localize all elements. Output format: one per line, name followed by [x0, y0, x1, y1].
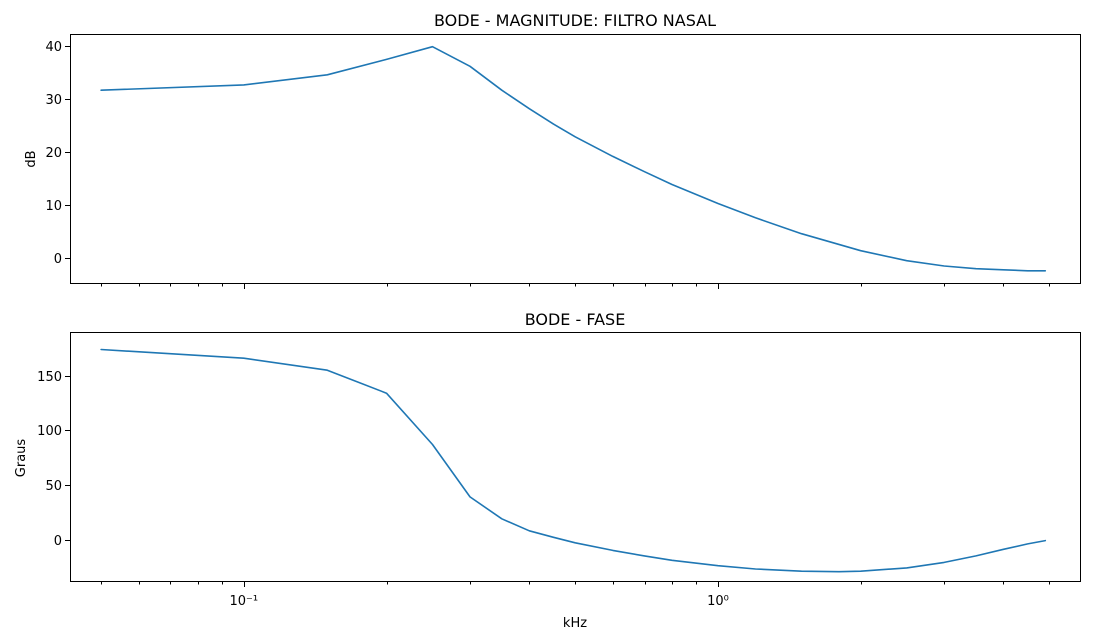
phase-title: BODE - FASE [525, 310, 626, 329]
magnitude-title: BODE - MAGNITUDE: FILTRO NASAL [434, 11, 716, 30]
phase-plot-frame [70, 332, 1081, 582]
phase-xlabel: kHz [563, 616, 587, 631]
phase-ytick-label: 100 [37, 424, 62, 439]
phase-ytick-label: 50 [45, 479, 62, 494]
phase-ytick-label: 150 [37, 370, 62, 385]
magnitude-ytick-label: 0 [54, 252, 62, 267]
phase-xtick-label: 10⁰ [707, 594, 729, 609]
magnitude-series-line [100, 45, 1047, 272]
magnitude-plot-frame [70, 34, 1081, 284]
phase-panel: BODE - FASE Graus 0 50 100 150 10⁻¹ 10⁰ kHz [14, 310, 1081, 631]
magnitude-ytick-label: 10 [45, 199, 62, 214]
magnitude-panel: BODE - MAGNITUDE: FILTRO NASAL dB 0 10 20 3… [24, 11, 1081, 289]
phase-xtick-label: 10⁻¹ [229, 594, 258, 609]
magnitude-ytick-label: 20 [45, 146, 62, 161]
phase-ytick-label: 0 [54, 534, 62, 549]
magnitude-ytick-label: 40 [45, 40, 62, 55]
magnitude-ylabel: dB [24, 150, 39, 167]
phase-series-line [100, 348, 1047, 573]
phase-ylabel: Graus [14, 439, 29, 478]
magnitude-ytick-label: 30 [45, 93, 62, 108]
